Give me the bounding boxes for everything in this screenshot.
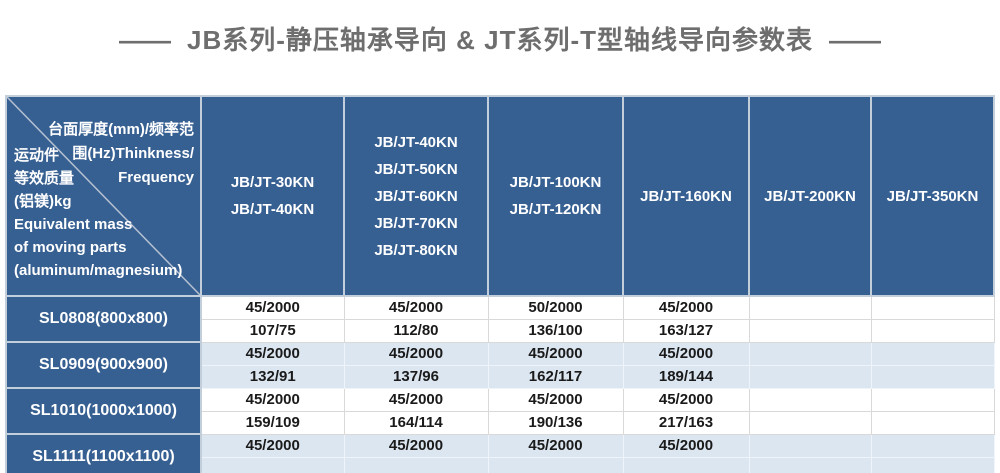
- table-row-sl1111-mass: [6, 456, 995, 473]
- value-cell: [870, 433, 995, 458]
- value-cell: 159/109: [200, 410, 345, 435]
- value-cell: 50/2000: [487, 295, 624, 320]
- table-row-sl1010-mass: 159/109 164/114 190/136 217/163: [6, 410, 995, 435]
- value-cell: [748, 433, 872, 458]
- title-text: JB系列-静压轴承导向 & JT系列-T型轴线导向参数表: [186, 25, 813, 55]
- value-cell: [870, 318, 995, 343]
- title-dash-right: ——: [829, 25, 881, 55]
- value-cell: 45/2000: [343, 387, 489, 412]
- table-row-sl0909-mass: 132/91 137/96 162/117 189/144: [6, 364, 995, 389]
- value-cell: 45/2000: [487, 433, 624, 458]
- corner-top-right-label: 台面厚度(mm)/频率范 围(Hz)Thinkness/ Frequency: [48, 121, 194, 186]
- column-header-100-120kn: JB/JT-100KN JB/JT-120KN: [487, 95, 624, 297]
- column-header-30-40kn: JB/JT-30KN JB/JT-40KN: [200, 95, 345, 297]
- value-cell: 190/136: [487, 410, 624, 435]
- value-cell: [748, 456, 872, 473]
- value-cell: 45/2000: [343, 341, 489, 366]
- value-cell: 45/2000: [200, 295, 345, 320]
- value-cell: 45/2000: [200, 341, 345, 366]
- table-row-sl1111-thickness: SL1111(1100x1100) 45/2000 45/2000 45/200…: [5, 433, 995, 473]
- value-cell: 107/75: [200, 318, 345, 343]
- value-cell: 112/80: [343, 318, 489, 343]
- column-header-350kn: JB/JT-350KN: [870, 95, 995, 297]
- value-cell: [870, 387, 995, 412]
- corner-header-cell: 台面厚度(mm)/频率范 围(Hz)Thinkness/ Frequency 运…: [5, 95, 202, 297]
- value-cell: [343, 456, 489, 473]
- value-cell: 163/127: [622, 318, 750, 343]
- value-cell: 45/2000: [622, 433, 750, 458]
- table-row-sl0909-thickness: SL0909(900x900) 45/2000 45/2000 45/2000 …: [5, 341, 995, 389]
- value-cell: 45/2000: [622, 295, 750, 320]
- value-cell: 162/117: [487, 364, 624, 389]
- corner-bottom-left-label: 运动件 等效质量 (铝镁)kg Equivalent mass of movin…: [14, 147, 183, 279]
- value-cell: 45/2000: [622, 387, 750, 412]
- value-cell: [748, 341, 872, 366]
- column-header-160kn: JB/JT-160KN: [622, 95, 750, 297]
- value-cell: 137/96: [343, 364, 489, 389]
- value-cell: [870, 341, 995, 366]
- value-cell: 217/163: [622, 410, 750, 435]
- value-cell: [748, 364, 872, 389]
- value-cell: 132/91: [200, 364, 345, 389]
- value-cell: [748, 295, 872, 320]
- table-row-sl1010-thickness: SL1010(1000x1000) 45/2000 45/2000 45/200…: [5, 387, 995, 435]
- value-cell: 136/100: [487, 318, 624, 343]
- row-label-sl1111: SL1111(1100x1100): [5, 433, 202, 473]
- header-row: 台面厚度(mm)/频率范 围(Hz)Thinkness/ Frequency 运…: [5, 95, 995, 297]
- value-cell: [748, 410, 872, 435]
- value-cell: 45/2000: [343, 295, 489, 320]
- column-header-40-80kn: JB/JT-40KN JB/JT-50KN JB/JT-60KN JB/JT-7…: [343, 95, 489, 297]
- row-label-sl1010: SL1010(1000x1000): [5, 387, 202, 435]
- value-cell: [748, 387, 872, 412]
- column-header-200kn: JB/JT-200KN: [748, 95, 872, 297]
- value-cell: [748, 318, 872, 343]
- value-cell: [487, 456, 624, 473]
- value-cell: 189/144: [622, 364, 750, 389]
- value-cell: [870, 456, 995, 473]
- row-label-sl0808: SL0808(800x800): [5, 295, 202, 343]
- value-cell: 45/2000: [622, 341, 750, 366]
- value-cell: [870, 364, 995, 389]
- table-row-sl0808-mass: 107/75 112/80 136/100 163/127: [6, 318, 995, 343]
- value-cell: 164/114: [343, 410, 489, 435]
- table-row-sl0808-thickness: SL0808(800x800) 45/2000 45/2000 50/2000 …: [5, 295, 995, 343]
- value-cell: [622, 456, 750, 473]
- value-cell: 45/2000: [487, 341, 624, 366]
- value-cell: [870, 410, 995, 435]
- row-label-sl0909: SL0909(900x900): [5, 341, 202, 389]
- value-cell: 45/2000: [487, 387, 624, 412]
- value-cell: 45/2000: [343, 433, 489, 458]
- value-cell: 45/2000: [200, 387, 345, 412]
- value-cell: [200, 456, 345, 473]
- title-dash-left: ——: [118, 25, 171, 55]
- diagonal-divider-line: [8, 98, 199, 294]
- value-cell: [870, 295, 995, 320]
- page-title: —— JB系列-静压轴承导向 & JT系列-T型轴线导向参数表 ——: [0, 20, 1000, 57]
- value-cell: 45/2000: [200, 433, 345, 458]
- parameter-table: 台面厚度(mm)/频率范 围(Hz)Thinkness/ Frequency 运…: [5, 95, 995, 473]
